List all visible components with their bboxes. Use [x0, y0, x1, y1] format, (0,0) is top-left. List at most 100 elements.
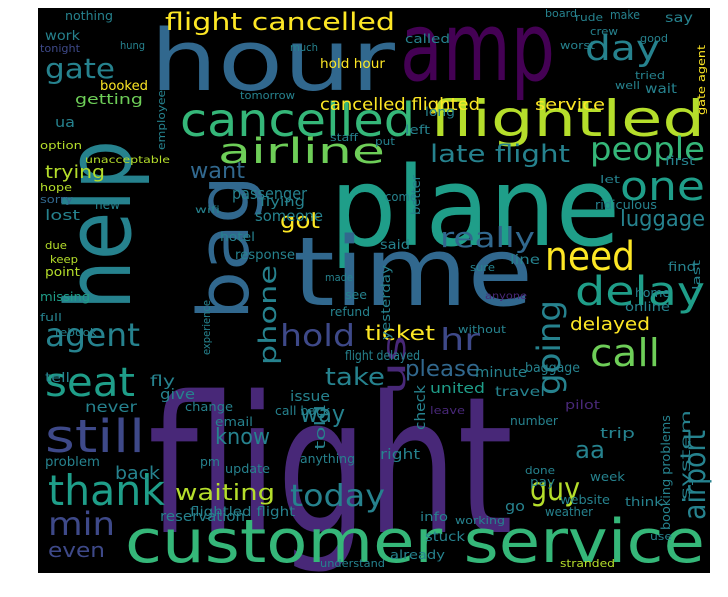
word: customer service	[125, 507, 705, 577]
word: home	[635, 286, 670, 300]
word: call	[590, 331, 660, 375]
word: united	[430, 381, 485, 397]
word: let	[600, 173, 621, 186]
word: right	[380, 447, 421, 463]
word: back	[115, 463, 161, 484]
word: guy	[530, 470, 580, 508]
word: luggage	[620, 207, 705, 232]
word: never	[85, 398, 138, 416]
word: call back	[275, 404, 330, 418]
word: tomorrow	[240, 89, 295, 102]
word: full	[40, 311, 62, 324]
word: delay	[575, 269, 705, 315]
word: ua	[55, 115, 75, 131]
word: want	[190, 159, 245, 184]
word: unacceptable	[85, 155, 170, 166]
word: worst	[560, 39, 596, 52]
word: phone	[254, 265, 282, 365]
word: booked	[100, 79, 148, 94]
word: say	[665, 11, 693, 26]
word: hour	[150, 12, 395, 111]
word: staff	[330, 131, 358, 144]
word: hope	[40, 181, 72, 194]
word: flight	[148, 356, 513, 577]
word: make	[610, 8, 640, 22]
word: refund	[330, 305, 370, 319]
word: rude	[575, 11, 603, 24]
word: board	[545, 7, 577, 20]
word: response	[235, 248, 295, 263]
word: well	[615, 79, 640, 92]
word: without	[458, 323, 507, 336]
word: come	[385, 190, 417, 204]
word: seat	[45, 360, 135, 406]
word: called	[405, 32, 450, 46]
word: flying	[260, 195, 305, 210]
word: system	[679, 410, 694, 500]
word: check	[413, 384, 429, 430]
word: crew	[590, 25, 618, 38]
word: understand	[320, 557, 385, 570]
word: booking problems	[659, 415, 673, 530]
word: tonight	[40, 42, 81, 55]
word: working	[455, 514, 505, 527]
word: hr	[440, 323, 481, 358]
word: tell	[45, 371, 70, 386]
word: issue	[290, 389, 330, 405]
word: new	[95, 198, 120, 212]
word: experience	[200, 300, 213, 355]
word: flightled	[430, 90, 705, 148]
word: amp	[400, 0, 555, 103]
word: pm	[200, 455, 220, 469]
cloud-background	[38, 8, 710, 573]
word: time	[293, 218, 533, 328]
word: really	[440, 221, 535, 254]
word: find	[668, 260, 696, 274]
word: go	[505, 499, 525, 515]
word: day	[585, 29, 660, 69]
word: waiting	[175, 481, 275, 506]
word: aa	[575, 436, 605, 464]
word: need	[545, 234, 635, 280]
word: give	[160, 387, 195, 403]
word: flightled flight	[190, 505, 295, 520]
word: weather	[545, 505, 593, 519]
word: point	[45, 265, 80, 279]
word: travel	[495, 385, 545, 400]
word: pay	[530, 475, 555, 489]
word: late flight	[430, 140, 570, 168]
word: good	[640, 32, 668, 45]
word: put	[375, 135, 396, 148]
word: getting	[75, 92, 143, 108]
word: gate	[45, 52, 115, 85]
word: delayed	[570, 314, 650, 335]
word: use	[650, 530, 672, 543]
word: pilot	[565, 398, 600, 412]
word: fly	[150, 372, 175, 390]
word: min	[48, 505, 115, 543]
word: still	[45, 410, 145, 463]
word: hold hour	[320, 57, 386, 72]
word: tried	[635, 69, 665, 82]
word: trip	[600, 426, 635, 442]
word: gate agent	[695, 44, 708, 115]
word: missing	[40, 290, 90, 304]
word: problem	[45, 455, 100, 470]
word: option	[40, 139, 82, 152]
word: airport	[678, 430, 713, 520]
word: flight delayed	[345, 349, 420, 364]
word: stranded	[560, 557, 615, 570]
word: lost	[45, 208, 81, 224]
word: one	[620, 164, 705, 210]
word: please	[405, 357, 480, 382]
word: left	[405, 123, 430, 137]
word: thank	[48, 466, 166, 515]
word: leave	[430, 404, 465, 417]
word: ridiculous	[595, 198, 657, 212]
word: service	[535, 95, 605, 114]
word: website	[560, 493, 610, 507]
word: someone	[255, 207, 323, 225]
word: told	[313, 405, 329, 450]
